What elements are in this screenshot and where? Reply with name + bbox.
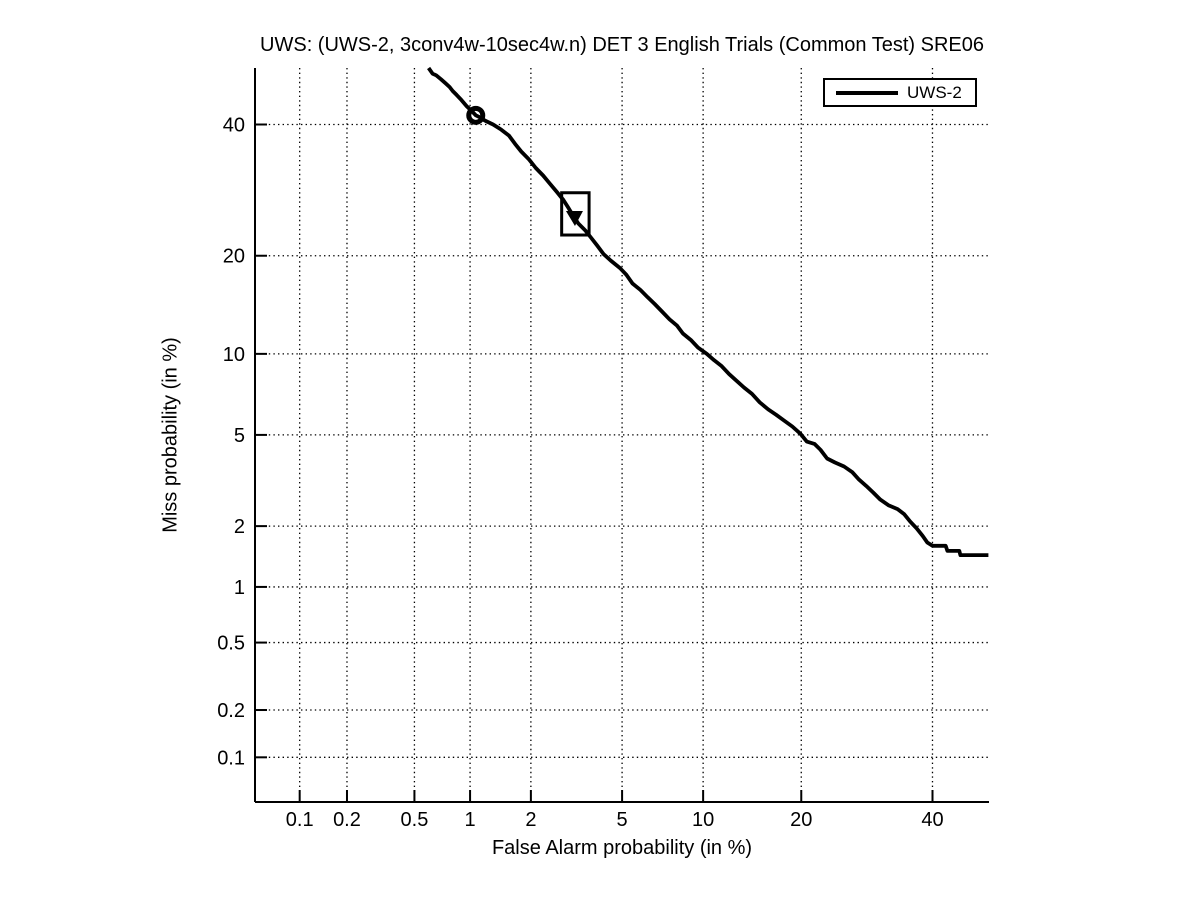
x-tick-label: 20 [790, 809, 812, 831]
chart-title: UWS: (UWS-2, 3conv4w-10sec4w.n) DET 3 En… [260, 34, 984, 56]
x-tick-label: 0.5 [401, 809, 429, 831]
legend: UWS-2 [823, 78, 977, 107]
x-axis-label: False Alarm probability (in %) [491, 837, 753, 859]
y-tick-label: 0.1 [217, 747, 245, 769]
y-tick-label: 1 [234, 577, 245, 599]
y-tick-label: 5 [234, 425, 245, 447]
y-tick-label: 20 [223, 246, 245, 268]
det-curve [427, 66, 989, 557]
y-tick-label: 2 [234, 516, 245, 538]
x-tick-label: 0.2 [333, 809, 361, 831]
x-tick-label: 1 [465, 809, 476, 831]
min-dcf-box [560, 191, 591, 237]
y-tick-label: 10 [223, 344, 245, 366]
x-tick-label: 5 [617, 809, 628, 831]
y-tick-label: 0.5 [217, 633, 245, 655]
y-tick-label: 40 [223, 115, 245, 137]
legend-label: UWS-2 [907, 82, 962, 102]
min-dcf-point [565, 211, 583, 227]
x-tick-label: 10 [692, 809, 714, 831]
x-tick-label: 40 [921, 809, 943, 831]
y-tick-label: 0.2 [217, 700, 245, 722]
operating-point-circle [466, 105, 486, 125]
legend-line-sample [836, 90, 898, 95]
x-tick-label: 2 [525, 809, 536, 831]
x-tick-label: 0.1 [286, 809, 314, 831]
